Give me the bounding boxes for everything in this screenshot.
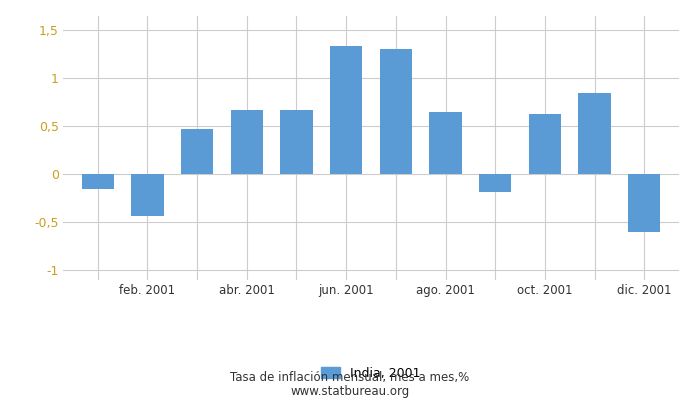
Bar [330,46,363,174]
Bar [132,174,164,216]
Bar [181,129,214,174]
Legend: India, 2001: India, 2001 [316,362,426,385]
Bar [429,112,462,174]
Text: www.statbureau.org: www.statbureau.org [290,385,410,398]
Text: Tasa de inflación mensual, mes a mes,%: Tasa de inflación mensual, mes a mes,% [230,372,470,384]
Bar [82,174,114,189]
Bar [231,110,263,174]
Bar [528,114,561,174]
Bar [578,93,610,174]
Bar [628,174,660,232]
Bar [379,49,412,174]
Bar [280,110,313,174]
Bar [479,174,511,192]
